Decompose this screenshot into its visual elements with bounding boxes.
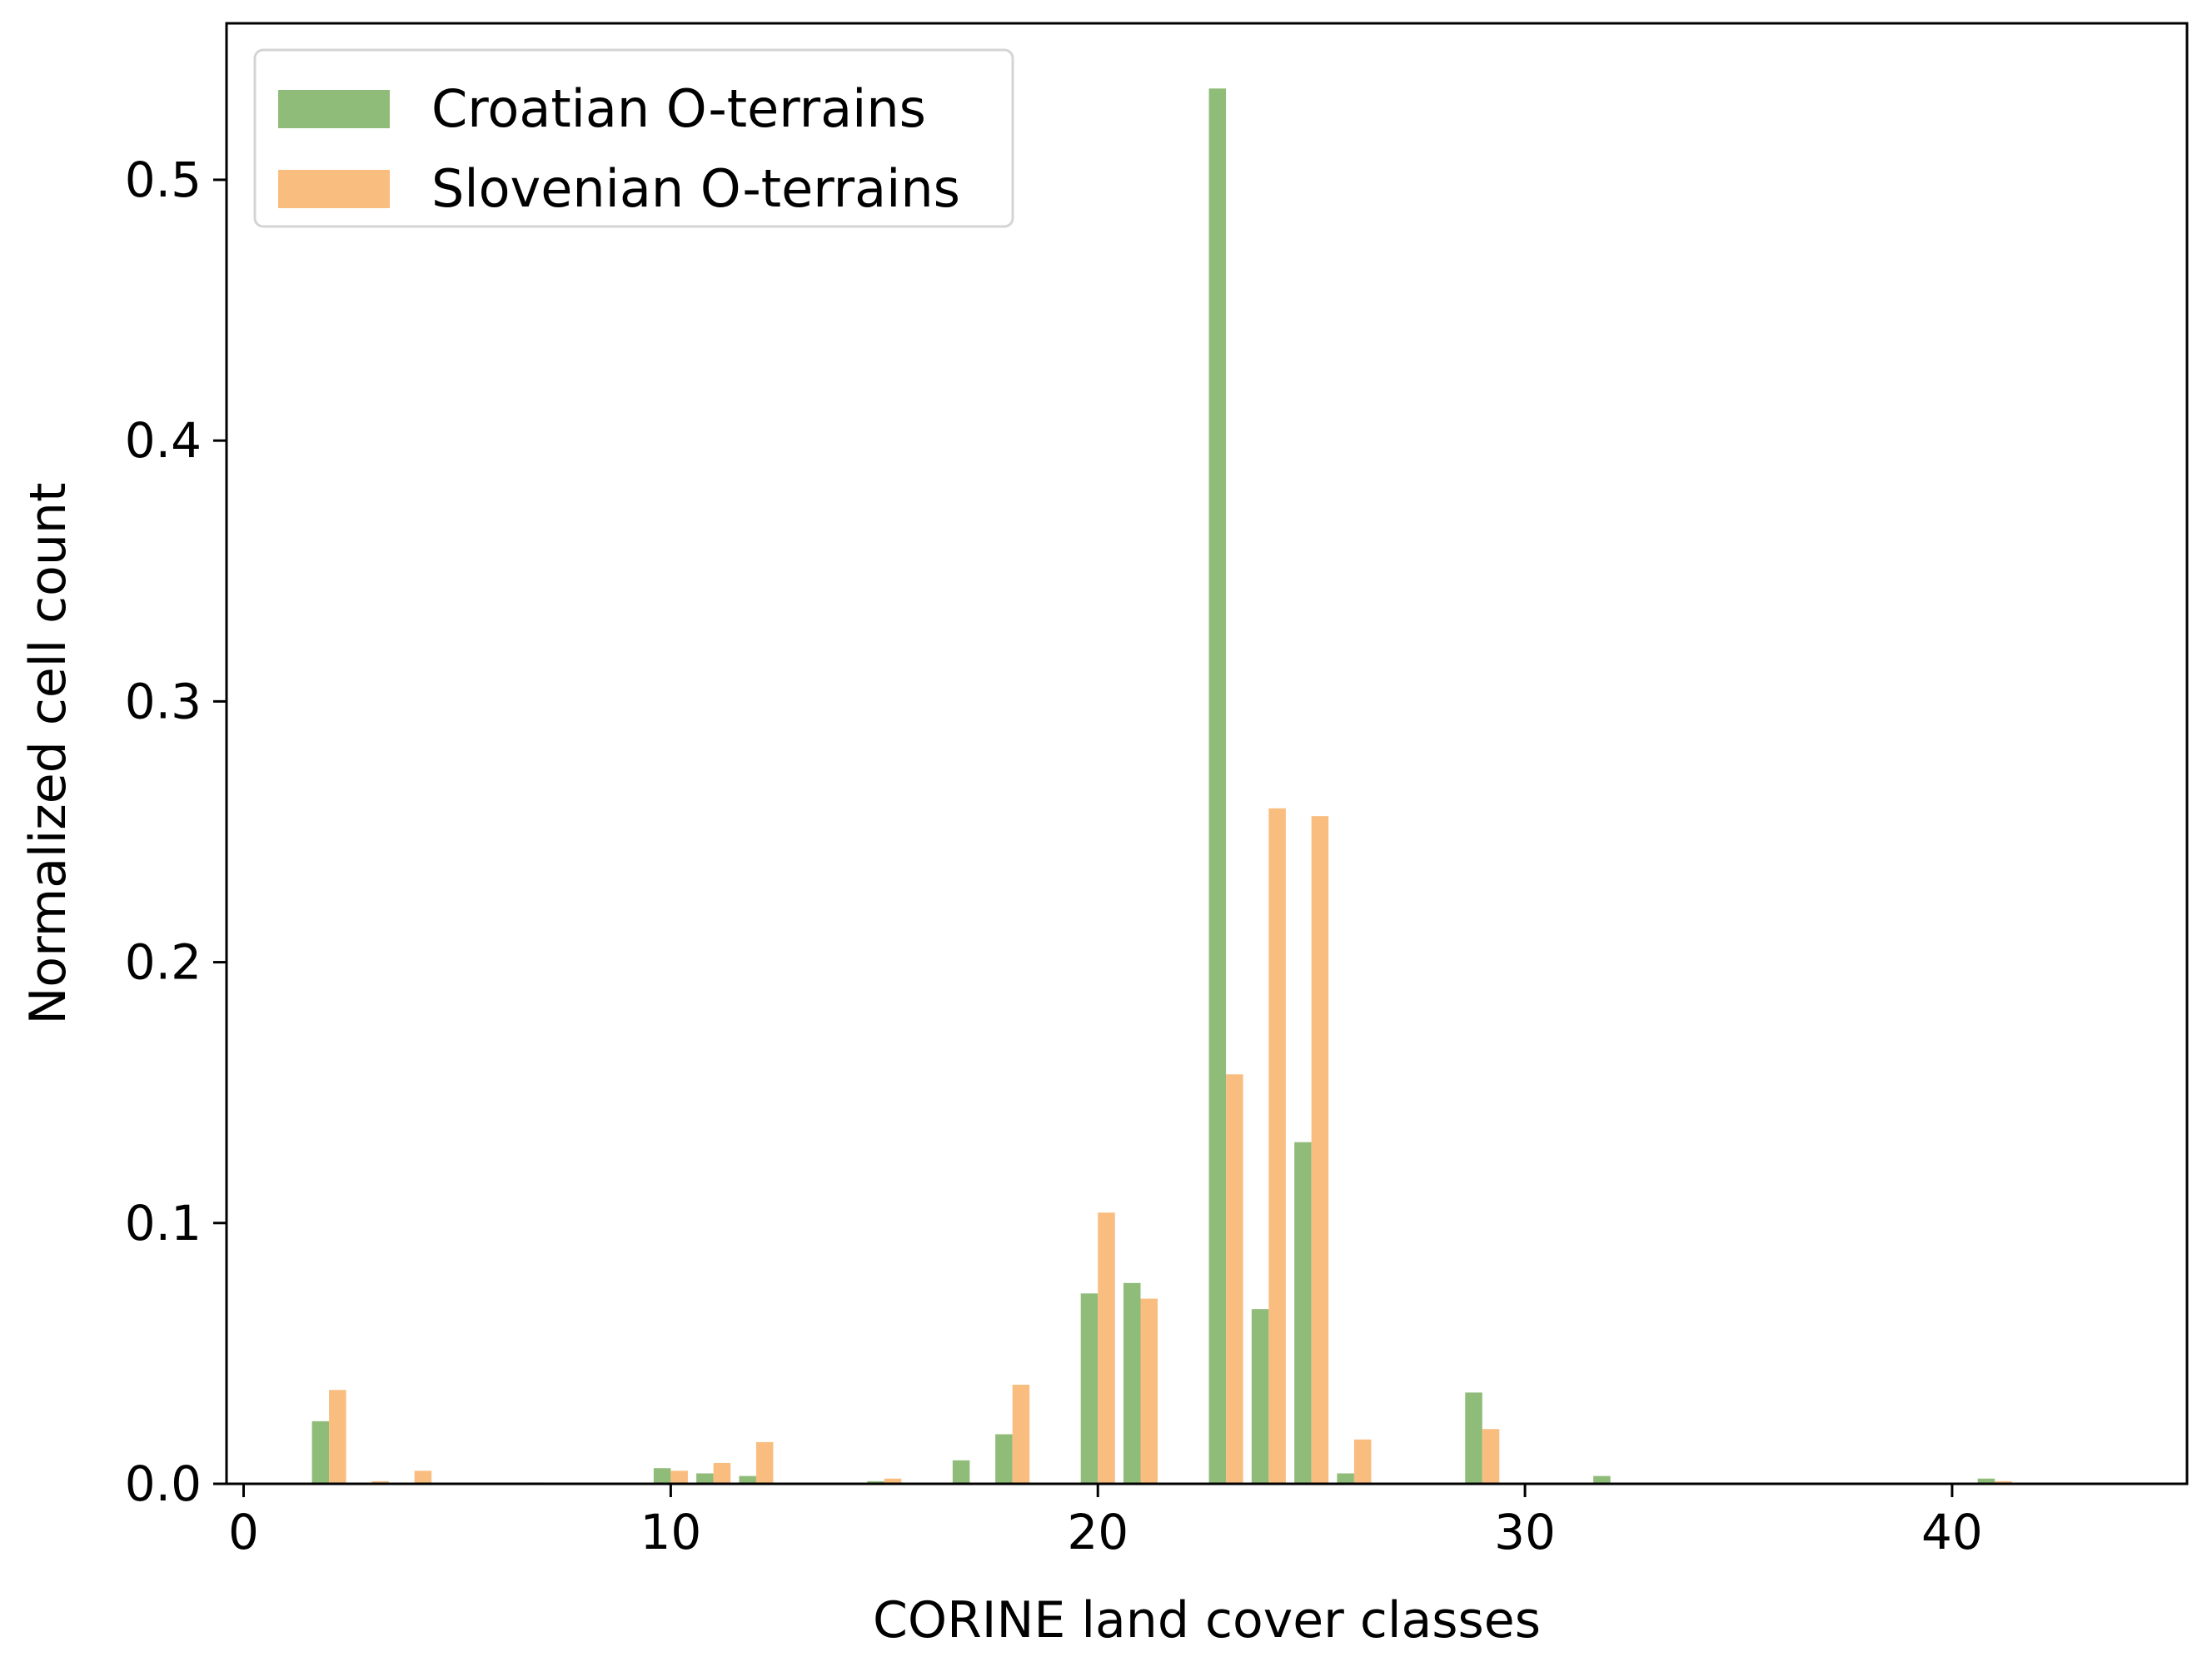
bars-layer: [311, 88, 2012, 1484]
legend-swatch-slovenian: [278, 170, 390, 208]
bar-croatian-class-17: [952, 1460, 970, 1484]
bar-croatian-class-24: [1251, 1309, 1269, 1484]
y-axis-label: Normalized cell count: [19, 483, 77, 1025]
bar-croatian-class-21: [1123, 1282, 1141, 1484]
bar-slovenian-class-23: [1226, 1074, 1243, 1484]
bar-croatian-class-23: [1208, 88, 1227, 1484]
bar-croatian-class-41: [1977, 1478, 1995, 1484]
bar-croatian-class-18: [995, 1434, 1013, 1484]
y-tick-label: 0.5: [125, 152, 202, 208]
legend-box: [253, 48, 1014, 228]
x-tick-label: 40: [1921, 1504, 1983, 1560]
bar-slovenian-class-3: [371, 1480, 389, 1484]
x-tick-label: 10: [640, 1504, 701, 1560]
y-tick-label: 0.1: [125, 1195, 202, 1251]
bar-slovenian-class-11: [713, 1462, 731, 1484]
bar-slovenian-class-24: [1268, 808, 1286, 1484]
x-tick-label: 30: [1494, 1504, 1556, 1560]
legend-label-slovenian: Slovenian O-terrains: [431, 158, 960, 219]
y-tick-label: 0.3: [125, 673, 202, 729]
y-tick-label: 0.4: [125, 412, 202, 469]
bar-slovenian-class-25: [1311, 816, 1329, 1484]
bar-slovenian-class-29: [1482, 1429, 1500, 1484]
bar-croatian-class-11: [696, 1473, 714, 1484]
axes-layer: 0 10 20 30 40 0.0 0.1 0.2 0.3 0.4 0.5: [125, 22, 2189, 1560]
bar-croatian-class-12: [739, 1475, 756, 1484]
bar-slovenian-class-2: [329, 1390, 346, 1484]
bar-slovenian-class-41: [1995, 1480, 2012, 1484]
bar-croatian-class-10: [653, 1468, 671, 1484]
bar-slovenian-class-26: [1353, 1439, 1372, 1484]
y-tick-label: 0.2: [125, 934, 202, 991]
bar-croatian-class-25: [1294, 1142, 1312, 1484]
y-tick-label: 0.0: [125, 1455, 202, 1512]
bar-slovenian-class-18: [1012, 1384, 1030, 1484]
bar-slovenian-class-10: [670, 1470, 688, 1484]
bar-slovenian-class-12: [755, 1441, 774, 1484]
bar-slovenian-class-4: [414, 1470, 432, 1484]
x-axis-label: CORINE land cover classes: [873, 1591, 1541, 1650]
x-tick-label: 0: [228, 1504, 259, 1560]
legend: Croatian O-terrains Slovenian O-terrains: [253, 48, 1014, 228]
bar-slovenian-class-15: [884, 1478, 902, 1484]
bar-croatian-class-2: [311, 1421, 330, 1484]
plot-frame: [225, 22, 2189, 1485]
bar-slovenian-class-21: [1140, 1298, 1158, 1484]
bar-croatian-class-15: [867, 1480, 884, 1484]
bar-slovenian-class-20: [1098, 1212, 1115, 1484]
bar-croatian-class-26: [1337, 1473, 1354, 1484]
legend-label-croatian: Croatian O-terrains: [431, 78, 926, 139]
bar-croatian-class-29: [1465, 1392, 1482, 1484]
bar-croatian-class-32: [1593, 1475, 1611, 1484]
legend-swatch-croatian: [278, 90, 390, 128]
x-tick-label: 20: [1067, 1504, 1128, 1560]
bar-croatian-class-20: [1080, 1293, 1099, 1484]
